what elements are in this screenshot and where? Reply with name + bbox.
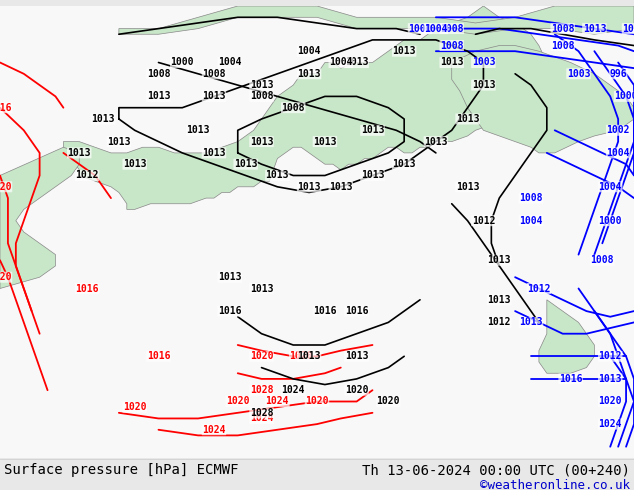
Text: 1008: 1008 (146, 69, 171, 79)
Text: 1013: 1013 (297, 351, 321, 361)
Text: 1016: 1016 (559, 374, 583, 384)
Text: 1004: 1004 (297, 46, 321, 56)
Text: 1013: 1013 (234, 159, 257, 169)
Text: 1020: 1020 (289, 351, 313, 361)
Text: 1013: 1013 (297, 182, 321, 192)
Text: 996: 996 (609, 69, 627, 79)
Text: 1013: 1013 (598, 374, 622, 384)
Text: 1008: 1008 (281, 103, 305, 113)
Text: 1013: 1013 (202, 92, 226, 101)
Text: 1024: 1024 (202, 425, 226, 435)
Text: 1013: 1013 (519, 318, 543, 327)
Text: 1013: 1013 (583, 24, 606, 34)
Text: 1013: 1013 (107, 137, 131, 147)
Text: 1028: 1028 (250, 408, 273, 418)
Text: 1024: 1024 (250, 414, 273, 423)
Text: 1013: 1013 (345, 57, 368, 68)
Text: 1013: 1013 (392, 159, 416, 169)
Text: 1002: 1002 (606, 125, 630, 135)
Text: 1013: 1013 (622, 24, 634, 34)
Text: 1024: 1024 (266, 396, 289, 407)
Text: 1012: 1012 (75, 171, 99, 180)
Text: 1008: 1008 (590, 255, 614, 265)
Text: 1020: 1020 (305, 396, 329, 407)
Text: 1004: 1004 (329, 57, 353, 68)
Text: 1013: 1013 (488, 255, 511, 265)
Text: 1016: 1016 (345, 306, 368, 316)
Text: 1000: 1000 (598, 216, 622, 226)
Text: 1008: 1008 (440, 24, 463, 34)
Polygon shape (539, 300, 595, 373)
Text: 1012: 1012 (472, 216, 495, 226)
Text: 1013: 1013 (456, 114, 479, 124)
Text: 1013: 1013 (146, 92, 171, 101)
Text: 1013: 1013 (250, 137, 273, 147)
Text: 1013: 1013 (250, 80, 273, 90)
Text: 1013: 1013 (202, 148, 226, 158)
Text: 1020: 1020 (0, 182, 12, 192)
Text: 1000: 1000 (614, 92, 634, 101)
Text: 1013: 1013 (266, 171, 289, 180)
Text: 1016: 1016 (146, 351, 171, 361)
Text: 1008: 1008 (440, 41, 463, 50)
Text: 1020: 1020 (377, 396, 400, 407)
Text: 1003: 1003 (472, 57, 495, 68)
Text: 1020: 1020 (598, 396, 622, 407)
Polygon shape (451, 46, 634, 153)
Text: 1016: 1016 (313, 306, 337, 316)
Text: 1020: 1020 (345, 385, 368, 395)
Text: 1008: 1008 (551, 24, 574, 34)
Text: 1013: 1013 (472, 80, 495, 90)
Text: 1016: 1016 (218, 306, 242, 316)
Text: 1004: 1004 (218, 57, 242, 68)
Text: 1013: 1013 (123, 159, 146, 169)
Text: 1020: 1020 (226, 396, 250, 407)
Text: 1012: 1012 (598, 351, 622, 361)
Text: 1013: 1013 (440, 57, 463, 68)
Text: 1000: 1000 (408, 24, 432, 34)
Text: 1004: 1004 (606, 148, 630, 158)
Text: 1013: 1013 (361, 171, 384, 180)
Text: 1004: 1004 (519, 216, 543, 226)
Text: 1013: 1013 (297, 69, 321, 79)
Text: 1013: 1013 (218, 272, 242, 282)
Text: 1012: 1012 (488, 318, 511, 327)
Text: 1013: 1013 (91, 114, 115, 124)
Text: 1016: 1016 (75, 284, 99, 294)
Text: 1016: 1016 (0, 103, 12, 113)
Text: Th 13-06-2024 00:00 UTC (00+240): Th 13-06-2024 00:00 UTC (00+240) (362, 463, 630, 477)
Text: 1013: 1013 (186, 125, 210, 135)
Text: 1013: 1013 (345, 351, 368, 361)
Polygon shape (63, 6, 547, 209)
Polygon shape (119, 6, 634, 34)
Text: 1004: 1004 (598, 182, 622, 192)
Text: 1013: 1013 (250, 284, 273, 294)
Text: 1004: 1004 (424, 24, 448, 34)
Text: 1020: 1020 (123, 402, 146, 412)
Text: 1013: 1013 (456, 182, 479, 192)
Text: 1000: 1000 (171, 57, 194, 68)
Text: 1013: 1013 (313, 137, 337, 147)
Polygon shape (0, 147, 79, 289)
Text: 1008: 1008 (551, 41, 574, 50)
Text: ©weatheronline.co.uk: ©weatheronline.co.uk (480, 479, 630, 490)
Text: 1024: 1024 (281, 385, 305, 395)
Text: 1028: 1028 (250, 385, 273, 395)
Text: Surface pressure [hPa] ECMWF: Surface pressure [hPa] ECMWF (4, 463, 238, 477)
Text: 1012: 1012 (527, 284, 551, 294)
Text: 1013: 1013 (392, 46, 416, 56)
Text: 1013: 1013 (361, 125, 384, 135)
Text: 1008: 1008 (519, 193, 543, 203)
Text: 1013: 1013 (329, 182, 353, 192)
Text: 1003: 1003 (567, 69, 590, 79)
Text: 1020: 1020 (250, 351, 273, 361)
Text: 1013: 1013 (488, 295, 511, 305)
Text: 1024: 1024 (598, 419, 622, 429)
Text: 1013: 1013 (424, 137, 448, 147)
Text: 1008: 1008 (250, 92, 273, 101)
Text: 1013: 1013 (67, 148, 91, 158)
Text: 1008: 1008 (202, 69, 226, 79)
Text: 1020: 1020 (0, 272, 12, 282)
